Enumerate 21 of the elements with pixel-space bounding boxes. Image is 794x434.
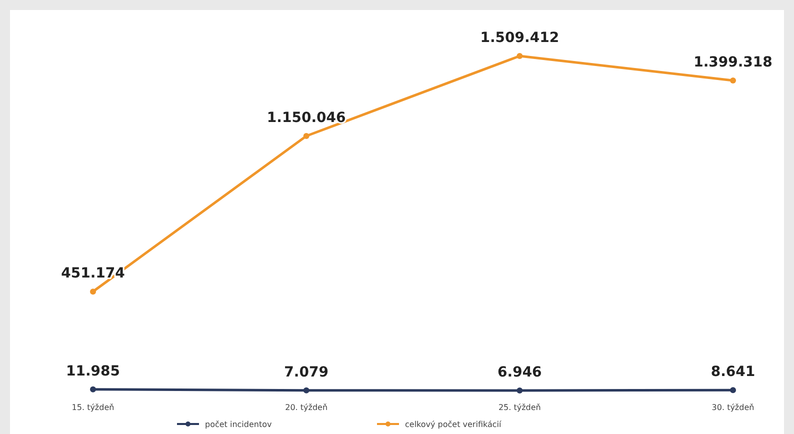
data-label: 1.509.412 (480, 30, 560, 46)
data-label: 8.641 (710, 364, 756, 380)
point (516, 387, 523, 394)
point (303, 132, 310, 139)
data-label: 6.946 (498, 364, 542, 380)
data-label: 1.399.318 (694, 54, 772, 71)
legend-label: celkový počet verifikácií (405, 420, 502, 429)
data-label: 1.150.046 (266, 110, 346, 126)
data-label: 7.079 (284, 364, 328, 380)
point (730, 387, 736, 394)
point (90, 288, 96, 295)
x-tick-label: 15. týždeň (72, 403, 114, 412)
point (303, 387, 310, 394)
point (730, 78, 736, 84)
x-tick-label: 30. týždeň (712, 403, 754, 412)
legend-label: počet incidentov (205, 420, 272, 429)
x-tick-label: 20. týždeň (285, 403, 328, 412)
data-label: 11.985 (66, 363, 120, 380)
point (90, 386, 96, 392)
point (516, 53, 523, 59)
x-tick-label: 25. týždeň (498, 403, 541, 412)
